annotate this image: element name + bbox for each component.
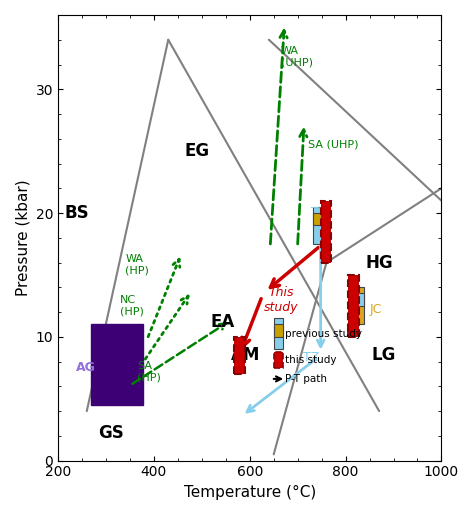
Text: NC
(HP): NC (HP) — [120, 295, 144, 317]
Bar — [355, 287, 364, 324]
Bar — [355, 294, 364, 306]
Text: this study: this study — [285, 355, 337, 365]
Text: BS: BS — [65, 204, 90, 222]
Bar — [273, 352, 283, 368]
Text: previous study: previous study — [285, 329, 362, 339]
Y-axis label: Pressure (kbar): Pressure (kbar) — [15, 179, 30, 296]
Text: EG: EG — [184, 142, 210, 160]
Text: WA
(UHP): WA (UHP) — [281, 46, 313, 67]
Text: TZ: TZ — [303, 351, 319, 364]
Text: AG: AG — [76, 361, 96, 374]
Text: P-T path: P-T path — [285, 374, 327, 384]
Text: JC: JC — [370, 303, 382, 316]
Bar — [273, 324, 283, 337]
Bar — [321, 201, 331, 263]
Text: TZ: TZ — [311, 206, 328, 219]
Bar — [235, 337, 245, 374]
Text: AM: AM — [231, 347, 261, 365]
Bar — [91, 324, 143, 405]
Text: LG: LG — [372, 347, 396, 365]
Bar — [313, 213, 322, 226]
Bar — [348, 275, 358, 337]
Bar — [313, 207, 322, 244]
Text: GS: GS — [98, 424, 124, 442]
Text: This
study: This study — [264, 286, 298, 314]
Text: SA (UHP): SA (UHP) — [308, 140, 359, 150]
Text: SA
(HP): SA (HP) — [137, 360, 161, 382]
Bar — [273, 318, 283, 349]
Text: WA
(HP): WA (HP) — [125, 254, 149, 276]
Text: HG: HG — [365, 253, 393, 271]
Text: EA: EA — [210, 313, 235, 331]
X-axis label: Temperature (°C): Temperature (°C) — [183, 485, 316, 500]
